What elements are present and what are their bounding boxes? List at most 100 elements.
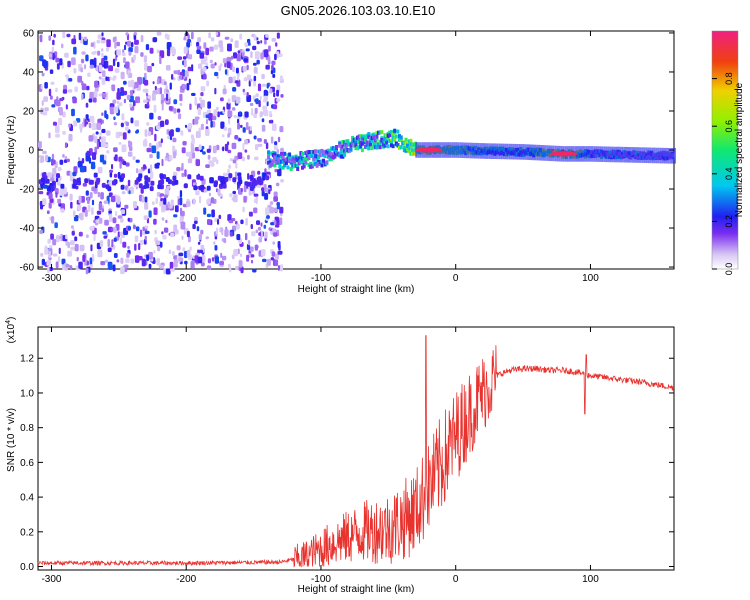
ridge-cell (339, 154, 343, 159)
noise-cell (137, 176, 142, 182)
noise-cell (117, 197, 120, 205)
noise-cell (253, 135, 257, 140)
noise-cell (120, 71, 125, 80)
ridge-cell (307, 150, 311, 155)
ridge-cell (349, 146, 353, 151)
noise-cell (271, 123, 277, 131)
noise-cell (89, 64, 95, 69)
noise-cell (65, 104, 68, 110)
ridge-cell (393, 137, 397, 142)
noise-cell (203, 207, 207, 215)
noise-cell (87, 72, 91, 77)
noise-cell (165, 177, 170, 182)
noise-cell (222, 172, 228, 177)
noise-cell (187, 66, 192, 72)
ridge-halo (457, 142, 460, 158)
noise-cell (214, 256, 219, 264)
noise-cell (140, 35, 144, 43)
noise-cell (214, 245, 218, 251)
noise-cell (128, 47, 133, 53)
ridge-halo (605, 146, 608, 163)
ridge-cell (407, 145, 411, 150)
ridge-cell (317, 162, 321, 166)
noise-cell (181, 235, 184, 240)
noise-cell (48, 132, 51, 139)
noise-cell (176, 167, 181, 172)
noise-cell (163, 194, 169, 198)
noise-cell (47, 266, 50, 274)
noise-cell (201, 145, 205, 150)
noise-cell (63, 159, 68, 163)
ridge-cell (339, 149, 343, 154)
noise-cell (177, 113, 182, 120)
ridge-cell (407, 139, 411, 144)
noise-cell (245, 233, 248, 241)
noise-cell (141, 258, 146, 267)
ridge-cell (309, 164, 313, 169)
noise-cell (280, 212, 283, 217)
noise-cell (143, 99, 148, 103)
ridge-cell (370, 136, 374, 141)
noise-cell (183, 183, 188, 189)
noise-cell (277, 169, 282, 177)
noise-cell (245, 48, 250, 52)
noise-cell (273, 191, 278, 198)
noise-cell (202, 151, 206, 155)
noise-cell (55, 192, 58, 198)
ridge-cell (315, 154, 319, 159)
noise-cell (55, 125, 60, 134)
ridge-cell (325, 160, 329, 165)
noise-cell (274, 253, 279, 260)
noise-cell (46, 260, 52, 266)
noise-cell (273, 207, 279, 213)
ridge-cell (359, 134, 363, 139)
noise-cell (185, 151, 191, 157)
noise-cell (134, 235, 139, 243)
noise-cell (120, 87, 124, 94)
noise-cell (78, 261, 83, 269)
noise-cell (222, 146, 225, 152)
noise-cell (48, 202, 52, 209)
noise-cell (258, 232, 262, 236)
ridge-halo (591, 146, 594, 162)
noise-cell (109, 169, 114, 173)
noise-cell (79, 166, 85, 173)
noise-cell (38, 191, 44, 195)
ridge-cell (390, 138, 393, 143)
noise-cell (124, 44, 127, 51)
noise-cell (172, 145, 176, 153)
noise-cell (112, 58, 116, 67)
noise-cell (70, 201, 73, 209)
noise-cell (212, 145, 217, 154)
noise-cell (220, 176, 225, 182)
noise-cell (207, 219, 211, 225)
noise-cell (138, 243, 141, 251)
noise-cell (237, 74, 240, 81)
noise-cell (192, 223, 196, 230)
ridge-halo (657, 147, 660, 164)
ridge-cell (391, 144, 395, 149)
noise-cell (76, 257, 79, 262)
noise-cell (180, 130, 184, 136)
noise-cell (91, 253, 95, 262)
ridge-cell (390, 130, 393, 135)
noise-cell (208, 113, 213, 121)
noise-cell (78, 157, 81, 161)
noise-cell (85, 114, 89, 121)
noise-cell (205, 164, 210, 168)
noise-cell (277, 241, 281, 249)
noise-cell (99, 132, 102, 136)
ridge-cell (378, 130, 382, 135)
ridge-halo (637, 147, 640, 163)
ridge-halo (633, 147, 636, 163)
ridge-halo (524, 144, 527, 160)
noise-cell (104, 154, 107, 161)
noise-cell (249, 186, 254, 191)
noise-cell (179, 102, 183, 106)
noise-cell (49, 95, 53, 100)
y-tick-label: 0.0 (20, 562, 34, 573)
ridge-cell (360, 136, 364, 141)
noise-cell (274, 53, 277, 61)
noise-cell (200, 262, 205, 267)
noise-cell (52, 238, 57, 246)
